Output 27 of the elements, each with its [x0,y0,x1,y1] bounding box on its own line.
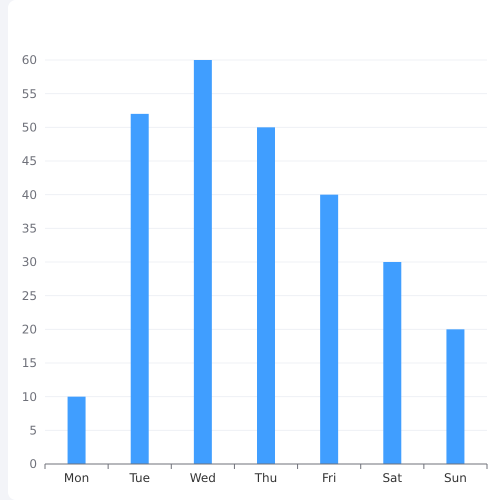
bar [320,194,338,464]
x-tick-label: Sat [382,471,402,485]
x-tick-label: Wed [190,471,216,485]
y-tick-label: 25 [22,288,37,303]
x-tick-label: Sun [444,471,467,485]
x-tick-label: Tue [128,471,150,485]
x-tick-label: Thu [254,471,278,485]
y-tick-label: 5 [29,424,37,438]
y-tick-label: 60 [22,53,37,68]
y-tick-label: 30 [22,255,37,270]
x-tick-label: Fri [322,471,336,485]
y-tick-label: 0 [29,457,37,472]
y-tick-label: 50 [22,120,37,135]
y-tick-label: 20 [22,322,37,337]
bar [257,127,275,464]
y-tick-label: 35 [22,222,37,236]
y-tick-label: 45 [22,154,37,168]
bar [383,262,402,464]
x-tick-label: Mon [64,471,90,485]
y-tick-label: 55 [22,86,37,101]
bar [68,396,86,464]
bar [130,114,149,464]
y-tick-label: 15 [22,356,37,370]
bar [446,329,464,464]
bar [194,60,212,464]
y-tick-label: 10 [22,390,37,404]
y-tick-label: 40 [22,188,37,202]
